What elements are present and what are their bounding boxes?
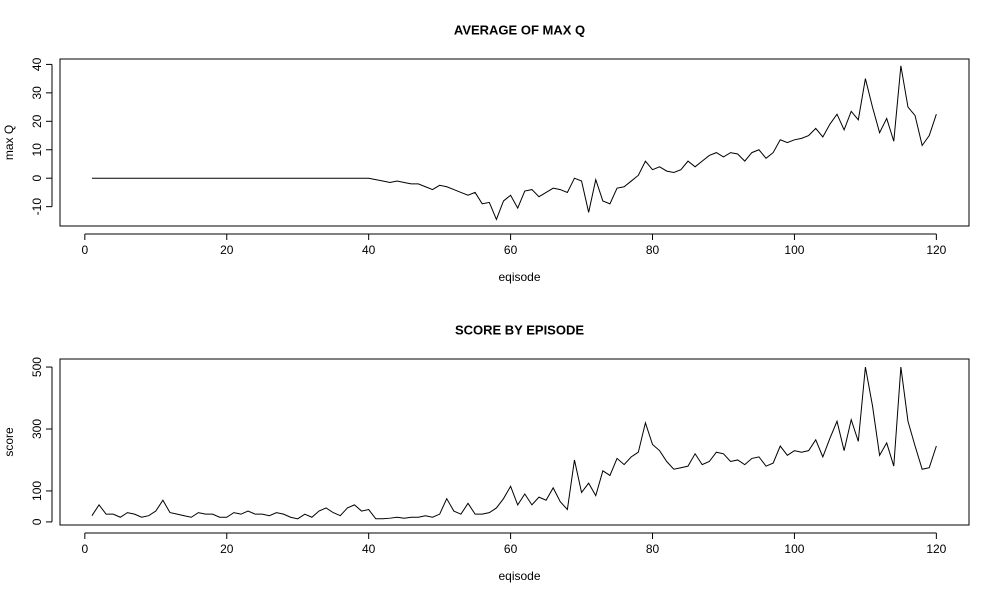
plot-frame — [59, 358, 970, 526]
y-tick-label: 0 — [30, 175, 44, 182]
x-tick-label: 0 — [81, 542, 88, 556]
x-axis-label: eqisode — [498, 569, 540, 583]
y-tick-label: 300 — [30, 419, 44, 439]
x-axis-label: eqisode — [498, 270, 540, 284]
x-tick-label: 120 — [926, 243, 946, 257]
y-tick-label: -10 — [30, 198, 44, 216]
y-tick-label: 20 — [30, 114, 44, 128]
y-tick-label: 0 — [30, 518, 44, 525]
x-tick-label: 60 — [504, 542, 518, 556]
data-line — [91, 65, 937, 221]
x-tick-label: 80 — [646, 243, 660, 257]
x-tick-label: 40 — [362, 243, 376, 257]
y-tick-label: 30 — [30, 86, 44, 100]
y-tick-label: 40 — [30, 57, 44, 71]
x-tick-label: 60 — [504, 243, 518, 257]
plot-frame — [59, 58, 970, 227]
y-tick-label: 10 — [30, 143, 44, 157]
x-tick-label: 80 — [646, 542, 660, 556]
x-tick-label: 100 — [784, 243, 804, 257]
chart-title: SCORE BY EPISODE — [455, 322, 584, 337]
chart-title: AVERAGE OF MAX Q — [454, 22, 585, 37]
x-tick-label: 40 — [362, 542, 376, 556]
y-axis-label: max Q — [2, 125, 16, 160]
data-line — [91, 366, 937, 520]
x-tick-label: 120 — [926, 542, 946, 556]
y-tick-label: 500 — [30, 357, 44, 377]
y-tick-label: 100 — [30, 481, 44, 501]
x-tick-label: 20 — [220, 243, 234, 257]
x-tick-label: 100 — [784, 542, 804, 556]
y-axis-label: score — [2, 427, 16, 457]
x-tick-label: 0 — [81, 243, 88, 257]
x-tick-label: 20 — [220, 542, 234, 556]
